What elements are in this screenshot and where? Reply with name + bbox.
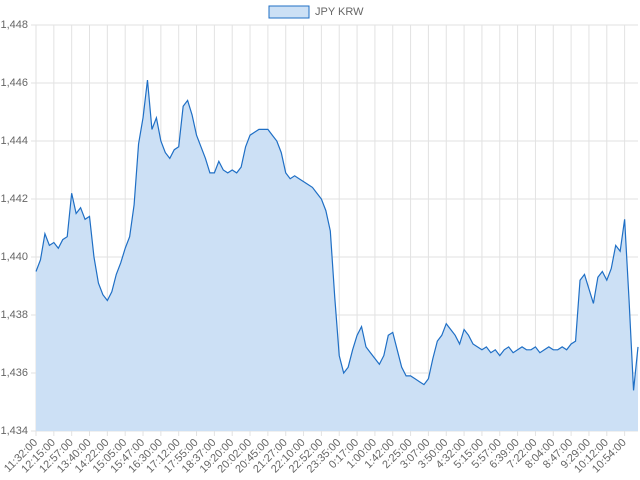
y-tick-label: 1,442 (0, 193, 28, 205)
y-tick-label: 1,436 (0, 367, 28, 379)
y-tick-label: 1,448 (0, 19, 28, 31)
y-tick-label: 1,446 (0, 77, 28, 89)
line (35, 80, 639, 391)
y-tick-label: 1,434 (0, 425, 28, 437)
legend-label: JPY KRW (315, 6, 364, 18)
area (36, 80, 638, 431)
y-tick-label: 1,440 (0, 251, 28, 263)
y-tick-label: 1,444 (0, 135, 28, 147)
y-tick-label: 1,438 (0, 309, 28, 321)
legend-swatch (268, 5, 310, 19)
